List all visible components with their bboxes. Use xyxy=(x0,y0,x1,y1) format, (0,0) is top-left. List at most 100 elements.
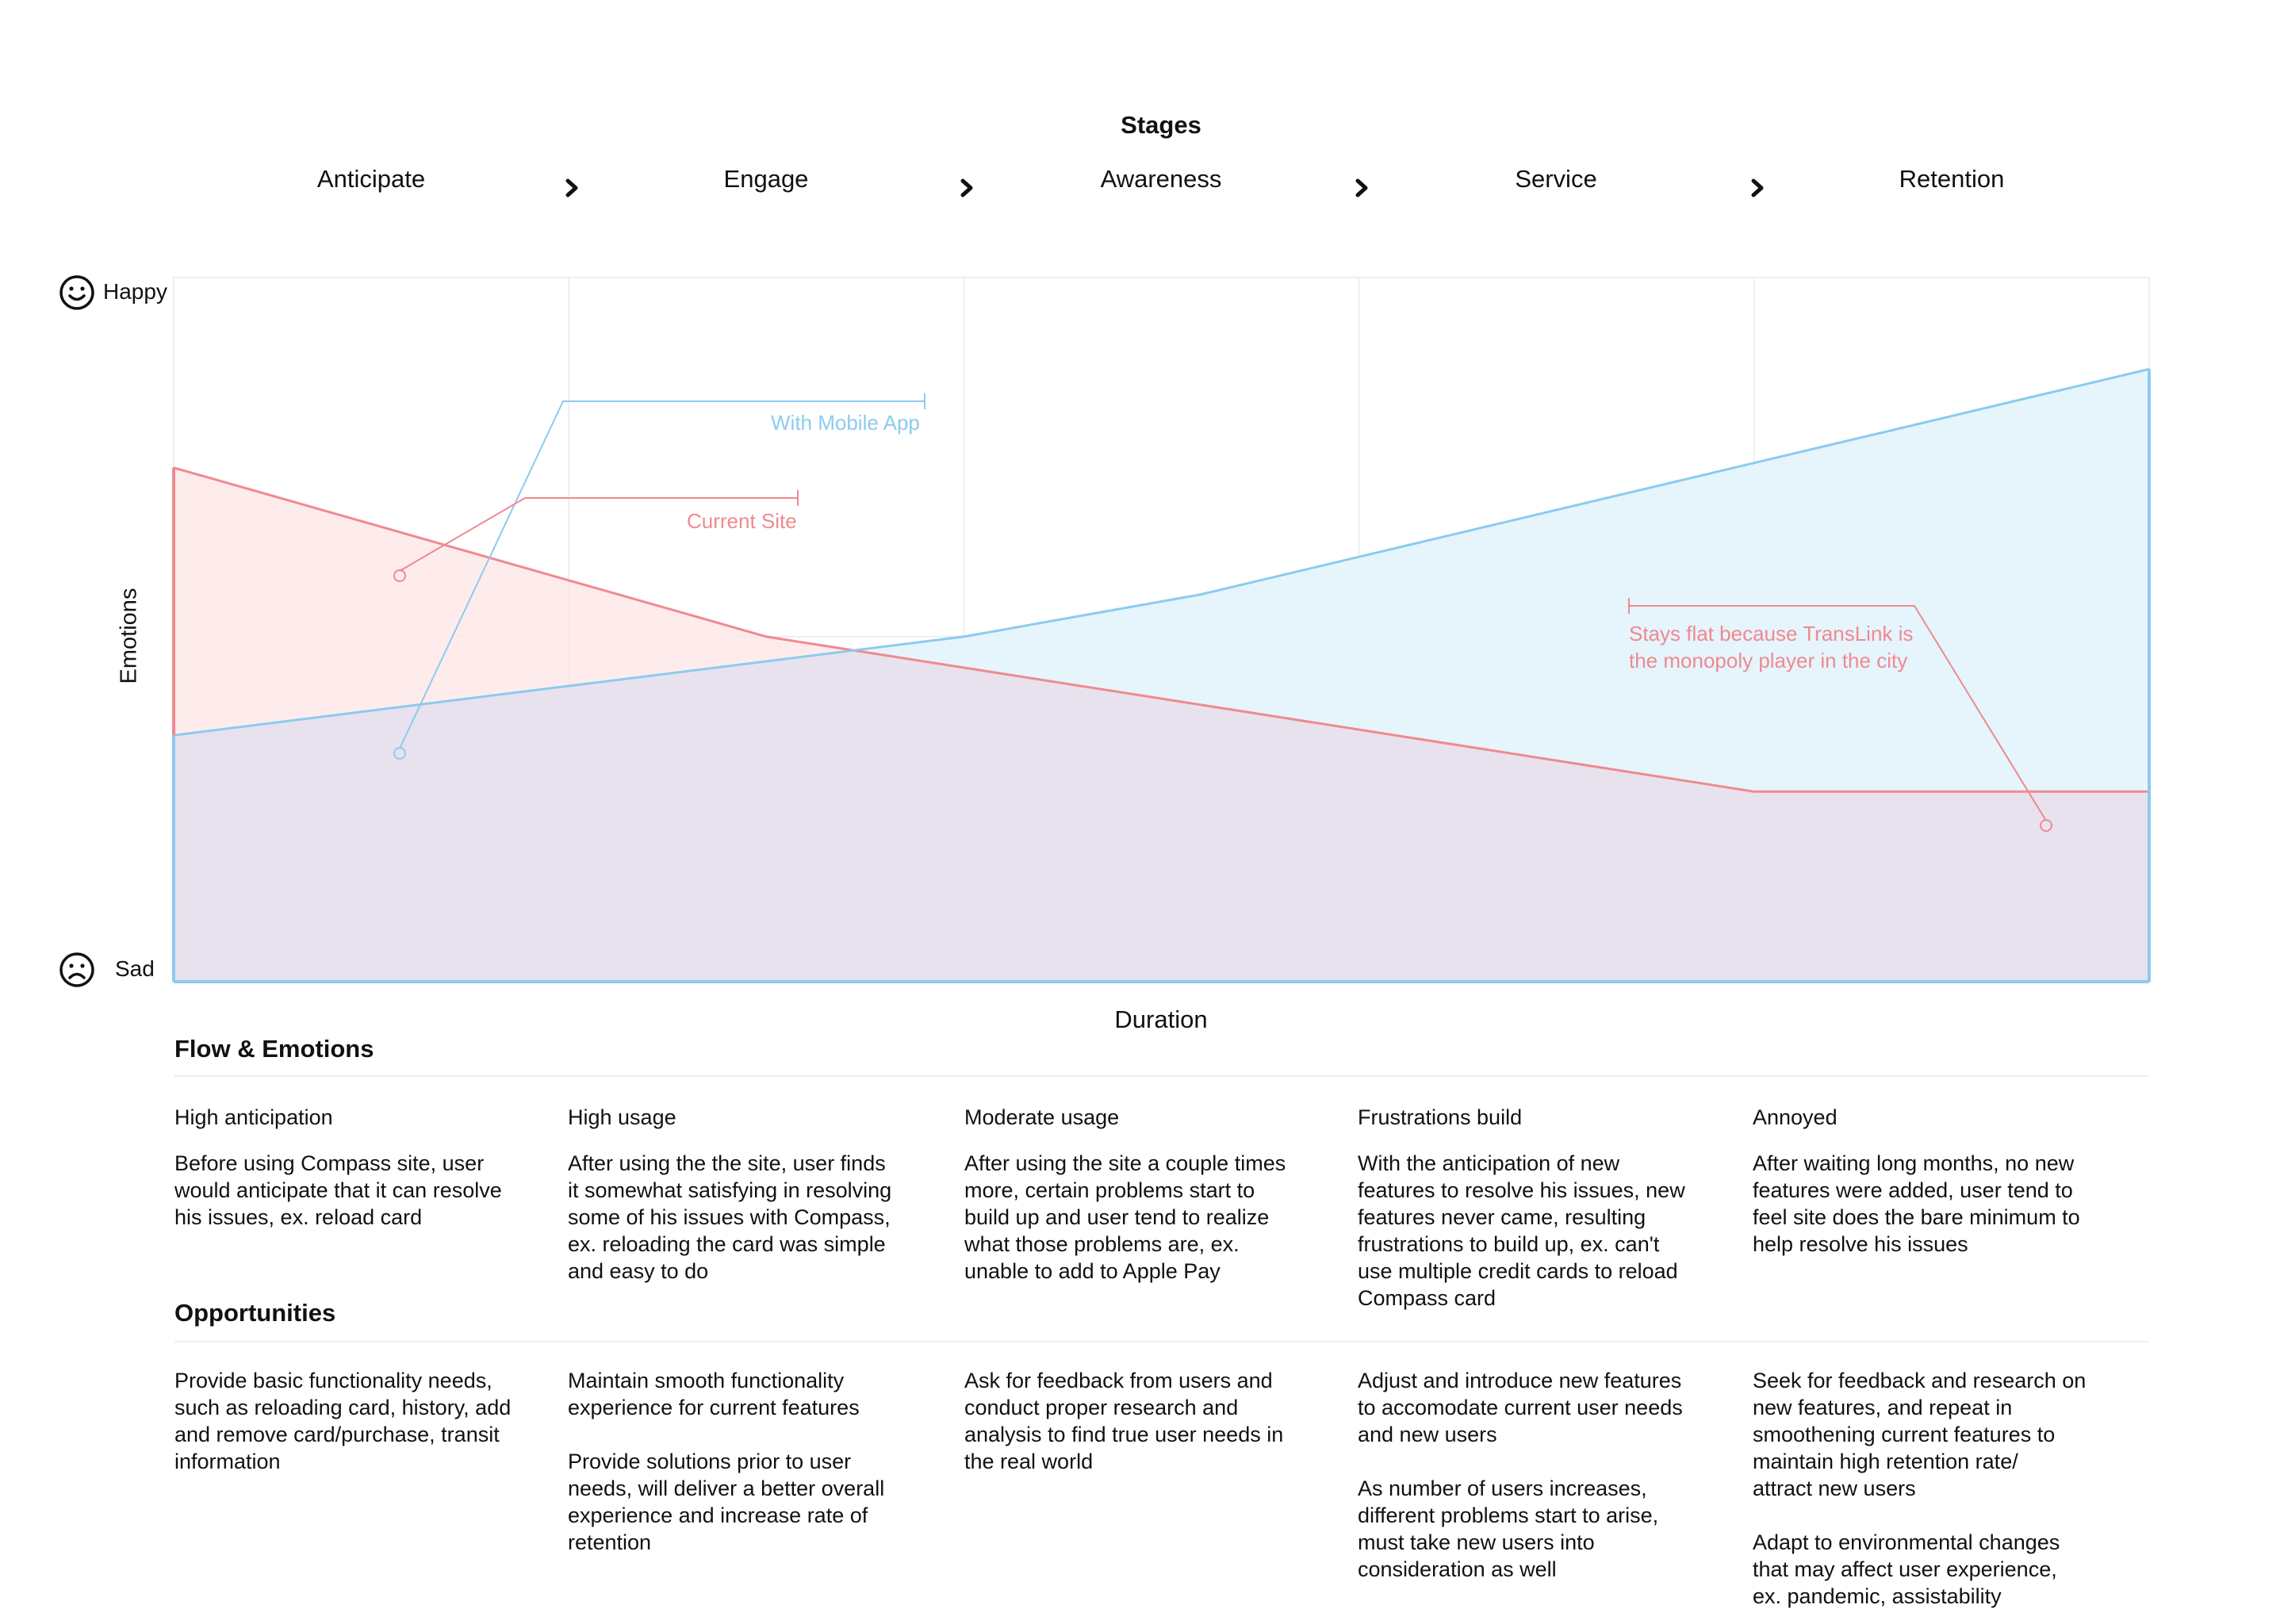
smile-icon xyxy=(59,275,94,310)
opportunity-column: Adjust and introduce new features to acco… xyxy=(1358,1367,1723,1583)
opportunity-text-line: such as reloading card, history, add xyxy=(174,1396,512,1419)
opportunity-text-line: that may affect user experience, xyxy=(1753,1557,2057,1581)
flat-note-line1: Stays flat because TransLink is xyxy=(1629,622,1914,645)
stage-retention: Retention xyxy=(1899,165,2005,193)
flow-column-heading: Frustrations build xyxy=(1358,1105,1523,1129)
flow-column-text-line: what those problems are, ex. xyxy=(964,1232,1240,1256)
flat-note-leader xyxy=(1629,605,2047,822)
flow-column-text-line: features to resolve his issues, new xyxy=(1358,1178,1685,1202)
opportunity-text-line: analysis to find true user needs in xyxy=(964,1423,1284,1446)
flow-column-text-line: it somewhat satisfying in resolving xyxy=(568,1178,892,1202)
flow-column-text-line: features were added, user tend to xyxy=(1753,1178,2073,1202)
current-site-annotation: Current Site xyxy=(687,509,797,533)
flow-column-text-line: features never came, resulting xyxy=(1358,1205,1646,1229)
flow-column: High anticipation Before using Compass si… xyxy=(174,1104,539,1231)
stage-anticipate: Anticipate xyxy=(316,165,426,193)
with-mobile-app-leader xyxy=(399,400,925,749)
current-site-line xyxy=(173,466,2149,793)
current-site-marker xyxy=(393,569,406,582)
happy-label: Happy xyxy=(103,279,167,304)
opportunity-text-line: conduct proper research and xyxy=(964,1396,1239,1419)
with-mobile-app-marker xyxy=(393,747,406,760)
opportunity-text-line: Provide basic functionality needs, xyxy=(174,1369,492,1392)
flow-column-text-line: After using the site a couple times xyxy=(964,1151,1286,1175)
frown-icon xyxy=(59,952,94,987)
flow-column: Frustrations build With the anticipation … xyxy=(1358,1104,1723,1312)
flow-column-text-line: his issues, ex. reload card xyxy=(174,1205,423,1229)
opportunity-text-line: information xyxy=(174,1450,281,1473)
flow-column-text-line: help resolve his issues xyxy=(1753,1232,1968,1256)
opportunity-column: Maintain smooth functionality experience … xyxy=(568,1367,933,1556)
flow-column-text-line: Compass card xyxy=(1358,1286,1496,1310)
stage-engage: Engage xyxy=(723,165,809,193)
opportunity-text-line: new features, and repeat in xyxy=(1753,1396,2013,1419)
flow-column-text-line: After using the the site, user finds xyxy=(568,1151,886,1175)
flow-column-text-line: Before using Compass site, user xyxy=(174,1151,485,1175)
opportunity-text-line: Provide solutions prior to user xyxy=(568,1450,852,1473)
flow-column-heading: Moderate usage xyxy=(964,1105,1120,1129)
opportunity-text-line: to accomodate current user needs xyxy=(1358,1396,1683,1419)
opportunity-text-line: and new users xyxy=(1358,1423,1497,1446)
overlap-area xyxy=(174,650,2149,982)
opportunity-text-line: must take new users into xyxy=(1358,1530,1595,1554)
with-mobile-app-line xyxy=(173,367,2150,737)
flow-divider xyxy=(174,1075,2149,1077)
flow-column-heading: Annoyed xyxy=(1753,1105,1838,1129)
flow-column-text-line: some of his issues with Compass, xyxy=(568,1205,891,1229)
flow-column-text-line: build up and user tend to realize xyxy=(964,1205,1270,1229)
flow-column-text-line: would anticipate that it can resolve xyxy=(174,1178,502,1202)
opportunity-text-line: different problems start to arise, xyxy=(1358,1503,1659,1527)
flow-title: Flow & Emotions xyxy=(174,1035,374,1063)
opportunity-text-line: experience and increase rate of xyxy=(568,1503,868,1527)
opportunity-text-line: maintain high retention rate/ xyxy=(1753,1450,2018,1473)
opportunities-divider xyxy=(174,1341,2149,1342)
chevron-right-icon xyxy=(960,178,973,197)
flat-note-marker xyxy=(2040,819,2052,832)
flow-column-text-line: more, certain problems start to xyxy=(964,1178,1255,1202)
opportunity-column: Seek for feedback and research on new fea… xyxy=(1753,1367,2117,1610)
flow-column-text-line: ex. reloading the card was simple xyxy=(568,1232,886,1256)
chevron-right-icon xyxy=(1751,178,1764,197)
opportunity-text-line: Adapt to environmental changes xyxy=(1753,1530,2060,1554)
opportunity-text-line: Seek for feedback and research on xyxy=(1753,1369,2087,1392)
opportunity-column: Provide basic functionality needs, such a… xyxy=(174,1367,539,1475)
flat-note-line2: the monopoly player in the city xyxy=(1629,649,1908,672)
opportunity-text-line: ex. pandemic, assistability xyxy=(1753,1584,2002,1608)
flow-column: Annoyed After waiting long months, no new… xyxy=(1753,1104,2117,1258)
flow-column-text-line: With the anticipation of new xyxy=(1358,1151,1620,1175)
opportunity-text-line: Ask for feedback from users and xyxy=(964,1369,1273,1392)
opportunity-text-line: and remove card/purchase, transit xyxy=(174,1423,500,1446)
flow-column-text-line: After waiting long months, no new xyxy=(1753,1151,2075,1175)
flow-column-text-line: frustrations to build up, ex. can't xyxy=(1358,1232,1660,1256)
stage-awareness: Awareness xyxy=(1100,165,1222,193)
opportunity-text-line: As number of users increases, xyxy=(1358,1477,1647,1500)
opportunities-title: Opportunities xyxy=(174,1299,336,1327)
stages-title: Stages xyxy=(1121,111,1201,139)
flow-column-text-line: and easy to do xyxy=(568,1259,709,1283)
current-site-leader xyxy=(399,497,798,572)
flow-column-text-line: unable to add to Apple Pay xyxy=(964,1259,1221,1283)
x-axis-label: Duration xyxy=(1114,1005,1208,1033)
opportunity-text-line: retention xyxy=(568,1530,652,1554)
opportunity-text-line: Maintain smooth functionality xyxy=(568,1369,845,1392)
emotion-chart xyxy=(172,277,2151,983)
opportunity-text-line: attract new users xyxy=(1753,1477,1916,1500)
opportunity-text-line: the real world xyxy=(964,1450,1094,1473)
flow-column: High usage After using the the site, user… xyxy=(568,1104,933,1285)
flow-column-text-line: feel site does the bare minimum to xyxy=(1753,1205,2080,1229)
stage-service: Service xyxy=(1515,165,1597,193)
chart-lines xyxy=(172,367,2151,983)
opportunity-text-line: smoothening current features to xyxy=(1753,1423,2056,1446)
chevron-right-icon xyxy=(1355,178,1368,197)
opportunity-text-line: consideration as well xyxy=(1358,1557,1557,1581)
sad-label: Sad xyxy=(115,956,155,981)
chart-callouts xyxy=(393,393,2052,832)
chevron-right-icon xyxy=(565,178,578,197)
chart-areas xyxy=(174,369,2149,982)
flow-column-heading: High anticipation xyxy=(174,1105,333,1129)
opportunity-text-line: Adjust and introduce new features xyxy=(1358,1369,1682,1392)
flow-column: Moderate usage After using the site a cou… xyxy=(964,1104,1329,1285)
with-mobile-app-annotation: With Mobile App xyxy=(771,411,920,435)
flow-column-text-line: use multiple credit cards to reload xyxy=(1358,1259,1678,1283)
opportunity-text-line: experience for current features xyxy=(568,1396,860,1419)
